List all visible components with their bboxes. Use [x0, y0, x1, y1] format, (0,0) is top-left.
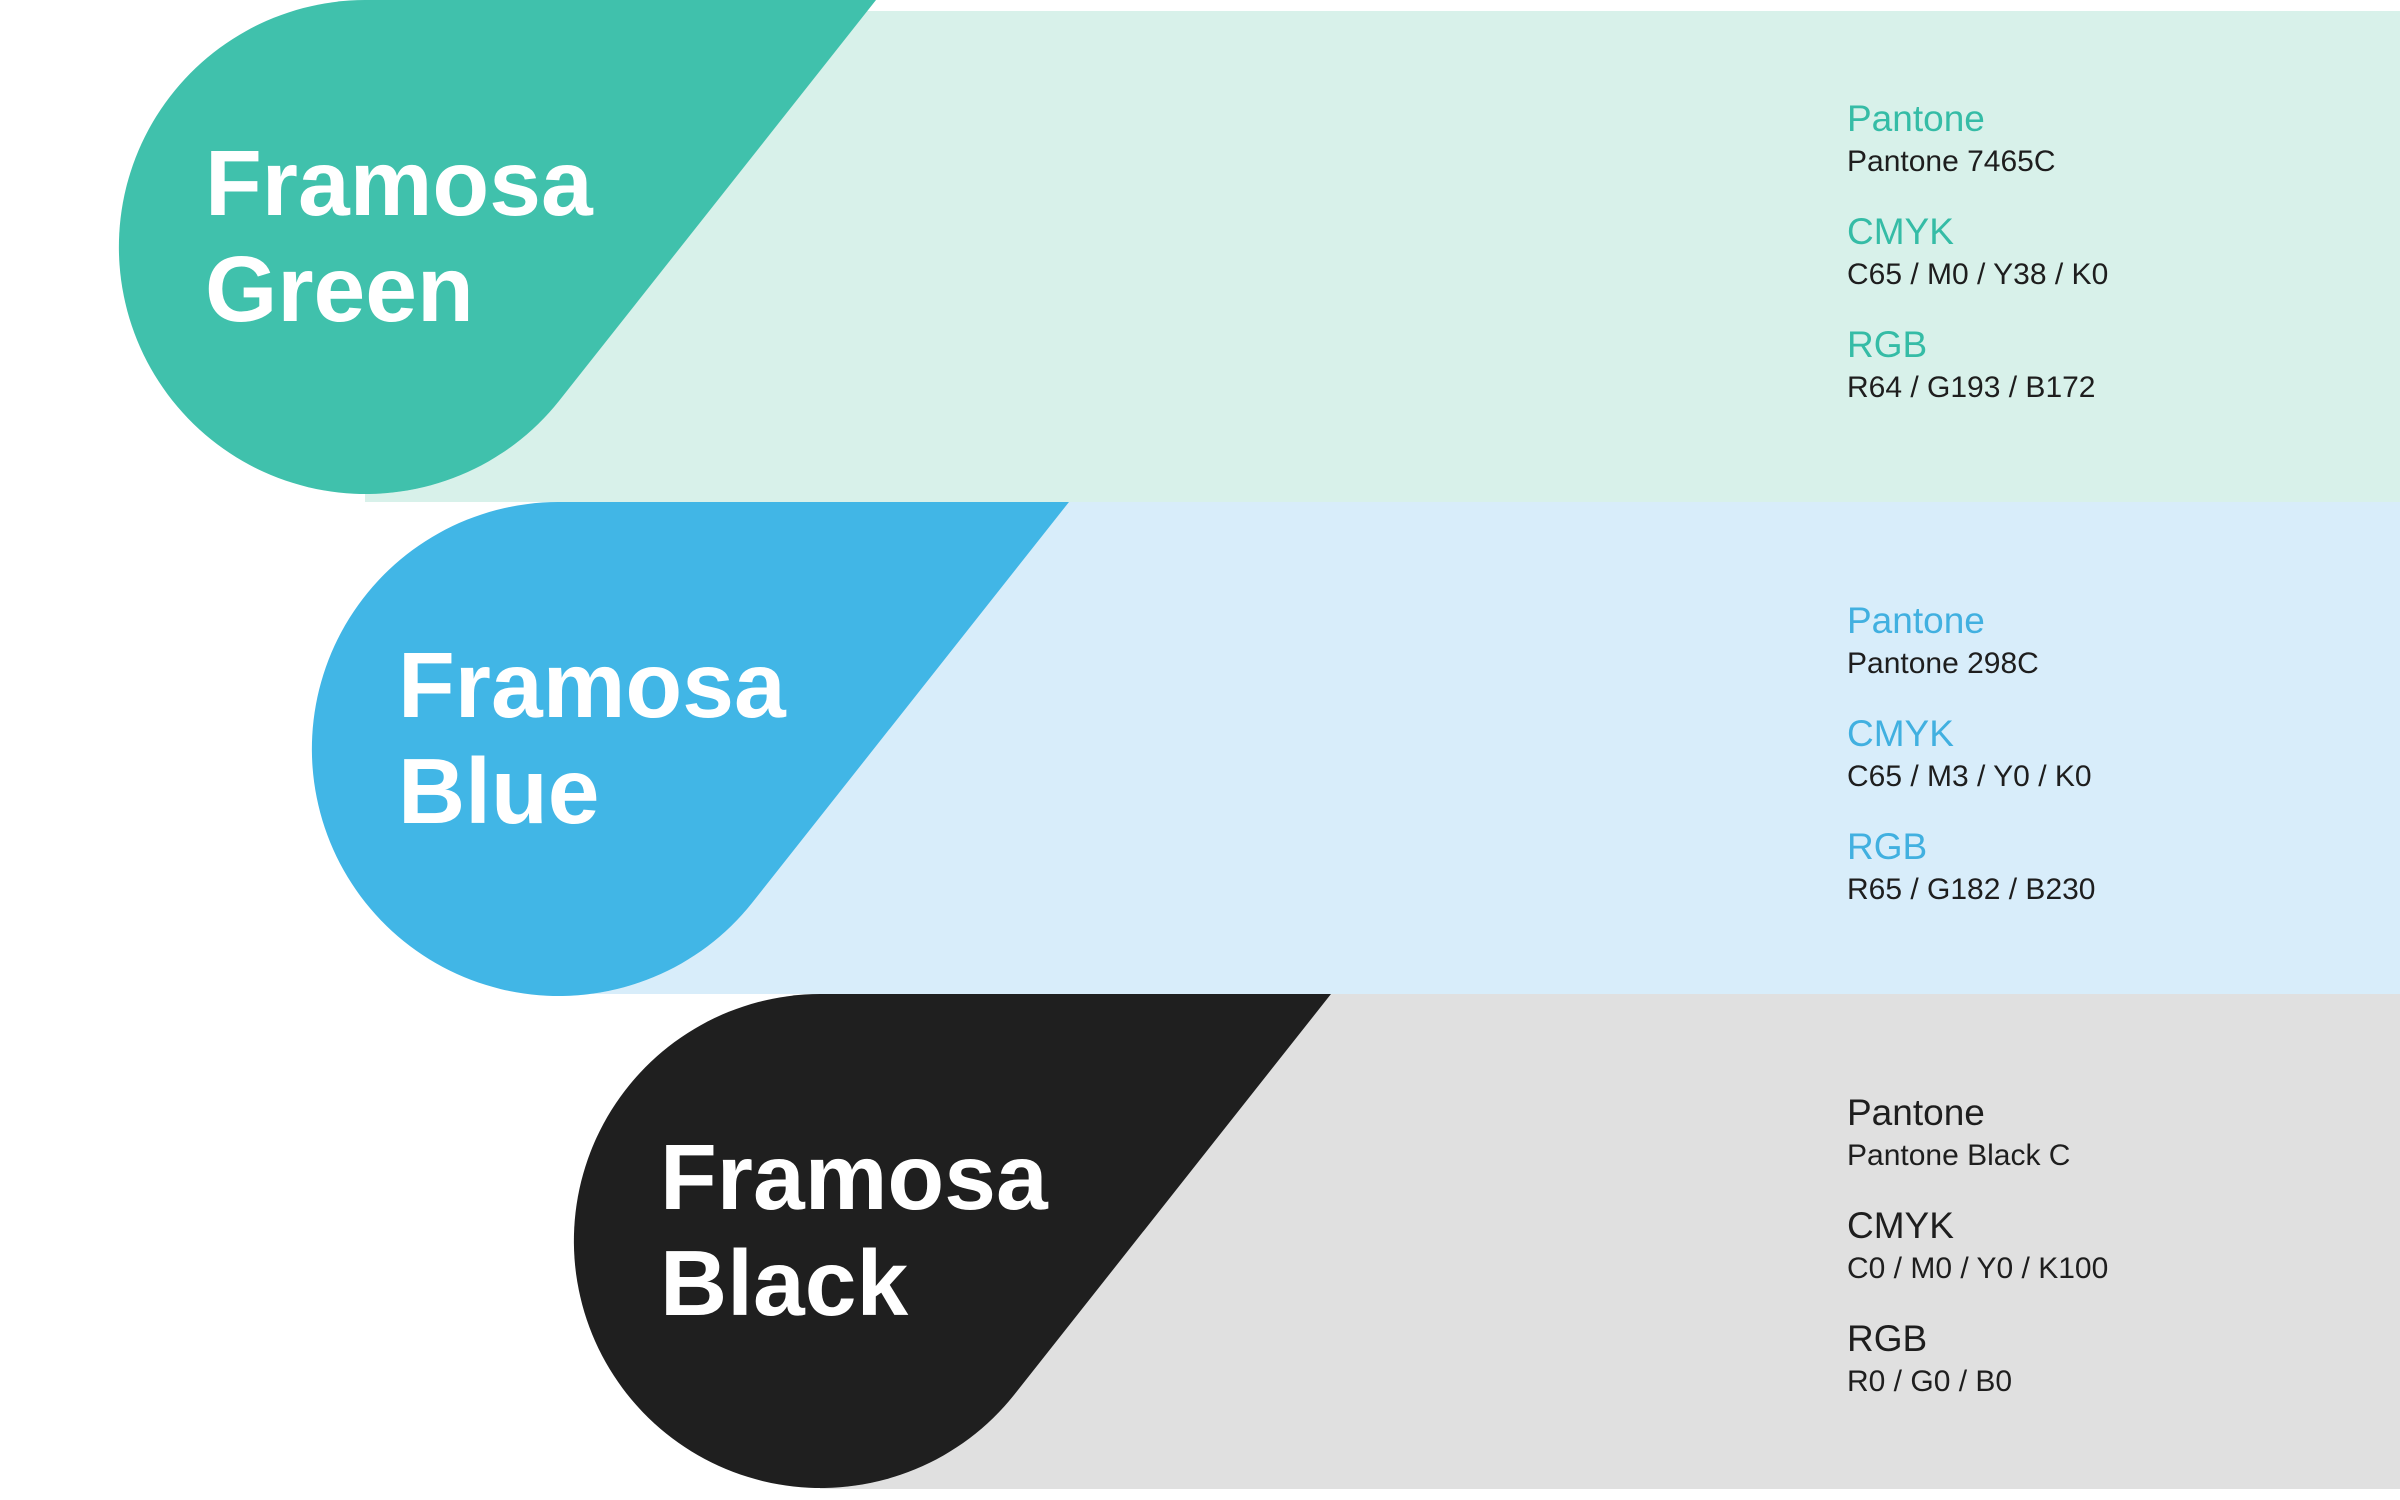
spec-group-rgb: RGB R65 / G182 / B230: [1847, 825, 2367, 911]
black-drop-shape: [573, 994, 1331, 1488]
rgb-label: RGB: [1847, 1318, 1928, 1359]
cmyk-value: C65 / M0 / Y38 / K0: [1847, 258, 2109, 291]
rgb-value: R64 / G193 / B172: [1847, 371, 2096, 404]
cmyk-value: C65 / M3 / Y0 / K0: [1847, 760, 2092, 793]
black-spec-block: Pantone Pantone Black C CMYK C0 / M0 / Y…: [1847, 1091, 2367, 1430]
blue-title-line1: Framosa: [398, 633, 786, 737]
spec-group-rgb: RGB R64 / G193 / B172: [1847, 323, 2367, 409]
spec-group-pantone: Pantone Pantone 298C: [1847, 599, 2367, 685]
green-spec-block: Pantone Pantone 7465C CMYK C65 / M0 / Y3…: [1847, 97, 2367, 436]
spec-group-pantone: Pantone Pantone 7465C: [1847, 97, 2367, 183]
pantone-label: Pantone: [1847, 1092, 1985, 1133]
rgb-label: RGB: [1847, 324, 1928, 365]
black-swatch-title: Framosa Black: [660, 1124, 1048, 1336]
pantone-value: Pantone 7465C: [1847, 145, 2056, 178]
blue-tint-band: [558, 502, 2400, 997]
pantone-value: Pantone Black C: [1847, 1139, 2071, 1172]
pantone-label: Pantone: [1847, 98, 1985, 139]
blue-swatch-title: Framosa Blue: [398, 632, 786, 844]
green-tint-band: [365, 11, 2400, 502]
pantone-label: Pantone: [1847, 600, 1985, 641]
spec-group-pantone: Pantone Pantone Black C: [1847, 1091, 2367, 1177]
green-swatch-title: Framosa Green: [205, 130, 593, 342]
black-tint-band: [820, 994, 2400, 1489]
spec-group-rgb: RGB R0 / G0 / B0: [1847, 1317, 2367, 1403]
rgb-label: RGB: [1847, 826, 1928, 867]
spec-group-cmyk: CMYK C65 / M0 / Y38 / K0: [1847, 210, 2367, 296]
black-title-line2: Black: [660, 1231, 909, 1335]
rgb-value: R65 / G182 / B230: [1847, 873, 2096, 906]
blue-spec-block: Pantone Pantone 298C CMYK C65 / M3 / Y0 …: [1847, 599, 2367, 938]
green-title-line1: Framosa: [205, 131, 593, 235]
cmyk-label: CMYK: [1847, 1205, 1954, 1246]
green-title-line2: Green: [205, 237, 474, 341]
blue-title-line2: Blue: [398, 739, 600, 843]
green-drop-shape: [118, 0, 876, 494]
cmyk-value: C0 / M0 / Y0 / K100: [1847, 1252, 2109, 1285]
cmyk-label: CMYK: [1847, 211, 1954, 252]
cmyk-label: CMYK: [1847, 713, 1954, 754]
blue-drop-shape: [311, 502, 1069, 996]
black-title-line1: Framosa: [660, 1125, 1048, 1229]
pantone-value: Pantone 298C: [1847, 647, 2039, 680]
spec-group-cmyk: CMYK C65 / M3 / Y0 / K0: [1847, 712, 2367, 798]
spec-group-cmyk: CMYK C0 / M0 / Y0 / K100: [1847, 1204, 2367, 1290]
rgb-value: R0 / G0 / B0: [1847, 1365, 2013, 1398]
